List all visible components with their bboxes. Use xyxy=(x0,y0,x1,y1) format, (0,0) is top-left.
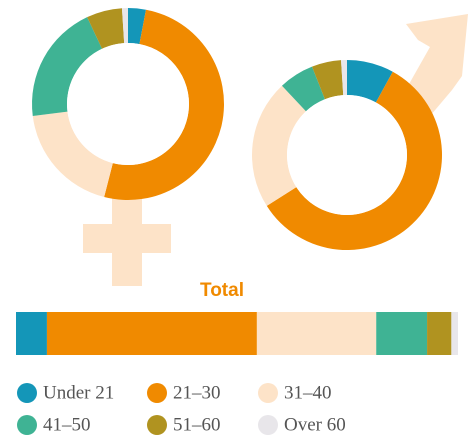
donut-hole xyxy=(287,95,407,215)
donut-segment xyxy=(104,9,224,200)
female-symbol xyxy=(83,224,171,253)
donut-segment xyxy=(347,60,393,103)
legend-swatch xyxy=(17,383,37,403)
legend-label: 51–60 xyxy=(173,414,221,435)
donut-segment xyxy=(281,66,325,112)
legend-swatch xyxy=(17,415,37,435)
legend-label: 41–50 xyxy=(43,414,91,435)
donut-hole xyxy=(67,43,189,165)
bar-segment xyxy=(451,312,458,355)
legend-swatch xyxy=(147,415,167,435)
donut-segment xyxy=(312,60,344,100)
legend-swatch xyxy=(258,415,278,435)
legend-label: 21–30 xyxy=(173,382,221,403)
legend-label: Over 60 xyxy=(284,414,346,435)
legend-label: 31–40 xyxy=(284,382,332,403)
legend-label: Under 21 xyxy=(43,382,114,403)
bar-segment xyxy=(46,312,257,355)
donut-segment xyxy=(266,71,442,251)
donut-segment xyxy=(128,8,146,45)
donut-segment xyxy=(87,8,125,49)
donut-segment xyxy=(251,85,306,206)
donut-segment xyxy=(121,8,128,44)
legend-swatch xyxy=(258,383,278,403)
total-title: Total xyxy=(200,280,244,301)
bar-segment xyxy=(427,312,452,355)
donut-segment xyxy=(32,111,113,197)
bar-segment xyxy=(256,312,377,355)
legend-swatch xyxy=(147,383,167,403)
bar-segment xyxy=(376,312,428,355)
donut-segment xyxy=(31,17,103,117)
bar-segment xyxy=(16,312,47,355)
donut-segment xyxy=(341,60,347,96)
